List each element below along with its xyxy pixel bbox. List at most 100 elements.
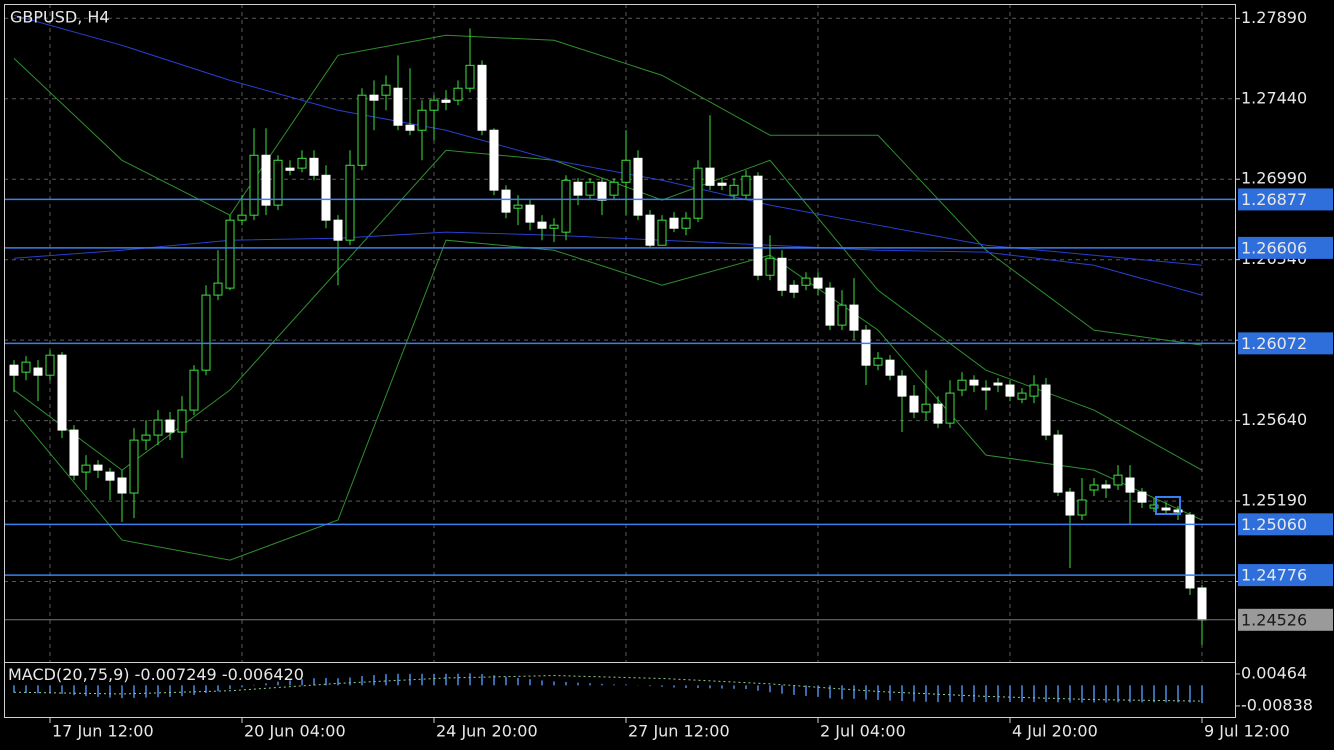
- candle-body: [585, 181, 595, 196]
- candle-body: [789, 284, 799, 293]
- candle-body: [873, 357, 883, 366]
- candle-body: [1185, 514, 1195, 589]
- candle-body: [513, 204, 523, 209]
- candle-body: [1125, 477, 1135, 493]
- candle-body: [717, 182, 727, 186]
- candle-body: [1113, 474, 1123, 486]
- candle-body: [417, 109, 427, 131]
- candle-body: [201, 294, 211, 371]
- candle-body: [609, 181, 619, 196]
- candle-body: [441, 99, 451, 103]
- candle-body: [69, 429, 79, 476]
- candle-body: [729, 184, 739, 196]
- candle-body: [705, 167, 715, 186]
- level-label: 1.26606: [1241, 238, 1307, 257]
- candle-body: [381, 84, 391, 96]
- candle-body: [993, 382, 1003, 386]
- candle-body: [633, 157, 643, 216]
- candle-body: [333, 219, 343, 241]
- candle-body: [801, 277, 811, 286]
- indicator-line: [13, 231, 1203, 296]
- candle-body: [1161, 507, 1171, 511]
- candle-body: [1017, 392, 1027, 400]
- candle-body: [597, 181, 607, 201]
- macd-main: -0.007249: [135, 665, 217, 684]
- candle-body: [81, 464, 91, 473]
- level-box: [1238, 332, 1333, 355]
- candle-body: [21, 361, 31, 373]
- candle-body: [861, 329, 871, 366]
- candle-body: [357, 94, 367, 166]
- candle-body: [561, 179, 571, 233]
- macd-y-tick-label: 0.00464: [1241, 663, 1307, 682]
- candle-body: [1029, 384, 1039, 397]
- indicator-line: [13, 239, 1203, 561]
- y-tick-label: 1.27890: [1241, 8, 1307, 27]
- candle-body: [657, 219, 667, 246]
- candle-body: [909, 395, 919, 413]
- macd-y-tick-label: -0.00838: [1241, 695, 1313, 714]
- candle-body: [321, 174, 331, 221]
- candle-body: [621, 159, 631, 183]
- candle-body: [273, 159, 283, 206]
- candle-body: [105, 471, 115, 481]
- candle-body: [969, 379, 979, 386]
- candle-body: [741, 175, 751, 196]
- candle-body: [681, 217, 691, 229]
- candle-body: [645, 214, 655, 246]
- candle-body: [297, 157, 307, 169]
- candle-body: [765, 257, 775, 276]
- candle-body: [849, 304, 859, 331]
- candle-body: [1197, 587, 1207, 621]
- candle-body: [165, 419, 175, 433]
- candle-body: [1053, 434, 1063, 493]
- level-box: [1238, 236, 1333, 259]
- candle-body: [981, 387, 991, 391]
- indicator-line: [13, 14, 1203, 266]
- x-tick-label: 24 Jun 20:00: [436, 722, 538, 741]
- candle-body: [489, 129, 499, 191]
- candle-body: [669, 217, 679, 229]
- candle-body: [345, 164, 355, 241]
- candle-body: [93, 464, 103, 471]
- candle-body: [213, 282, 223, 296]
- macd-header: MACD(20,75,9) -0.007249 -0.006420: [8, 665, 304, 684]
- candle-body: [261, 154, 271, 206]
- macd-label: MACD(20,75,9): [8, 665, 130, 684]
- candle-body: [525, 204, 535, 223]
- candle-body: [1149, 504, 1159, 509]
- candle-body: [945, 392, 955, 424]
- candle-body: [1077, 499, 1087, 516]
- candle-body: [753, 175, 763, 276]
- y-tick-label: 1.26990: [1241, 169, 1307, 188]
- candle-body: [1101, 484, 1111, 489]
- candle-body: [117, 477, 127, 494]
- indicator-line: [13, 149, 1203, 471]
- candle-body: [369, 94, 379, 101]
- candle-body: [573, 181, 583, 196]
- candle-body: [33, 367, 43, 376]
- candle-body: [1005, 384, 1015, 397]
- bid-box: [1238, 608, 1333, 631]
- candle-body: [885, 359, 895, 376]
- x-tick-label: 27 Jun 12:00: [628, 722, 730, 741]
- candle-body: [825, 287, 835, 326]
- candle-body: [225, 219, 235, 289]
- candle-body: [177, 409, 187, 433]
- macd-signal-line: [13, 675, 1203, 702]
- y-tick-label: 1.25190: [1241, 491, 1307, 510]
- y-tick-label: 1.25640: [1241, 410, 1307, 429]
- y-tick-label: 1.27440: [1241, 88, 1307, 107]
- macd-signal: -0.006420: [222, 665, 304, 684]
- x-tick-label: 9 Jul 12:00: [1204, 722, 1290, 741]
- candle-body: [897, 375, 907, 397]
- level-box: [1238, 188, 1333, 211]
- candle-body: [393, 87, 403, 126]
- candle-body: [957, 379, 967, 391]
- candle-body: [693, 167, 703, 219]
- candle-body: [501, 189, 511, 213]
- level-box: [1238, 513, 1333, 536]
